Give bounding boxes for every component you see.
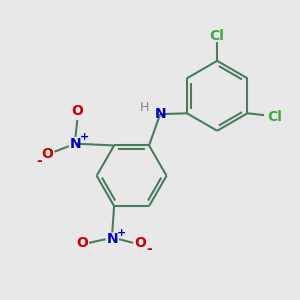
Text: -: - (146, 242, 152, 256)
Text: O: O (71, 103, 83, 118)
Text: O: O (76, 236, 88, 250)
Text: O: O (41, 147, 53, 161)
Text: H: H (140, 101, 149, 114)
Text: -: - (36, 154, 41, 168)
Text: N: N (154, 107, 166, 121)
Text: N: N (106, 232, 118, 246)
Text: +: + (117, 227, 126, 238)
Text: N: N (70, 136, 81, 151)
Text: Cl: Cl (267, 110, 282, 124)
Text: O: O (135, 236, 147, 250)
Text: +: + (80, 132, 89, 142)
Text: Cl: Cl (210, 29, 225, 43)
